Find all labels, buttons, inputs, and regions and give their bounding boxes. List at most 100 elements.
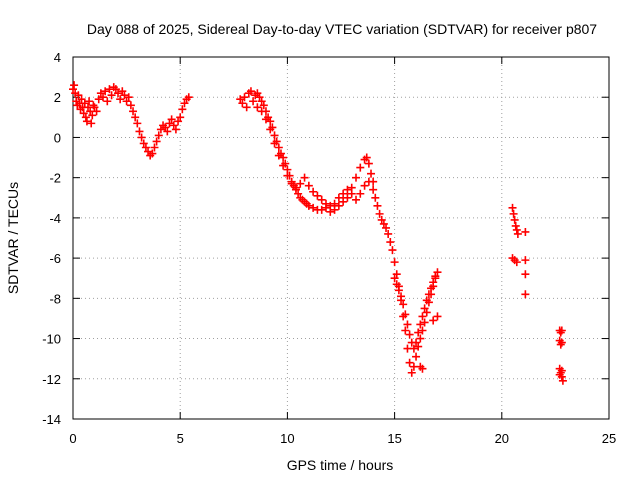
data-point [392, 280, 401, 289]
data-point [69, 85, 77, 94]
data-point [373, 201, 382, 210]
data-point [558, 376, 567, 385]
data-point [257, 97, 266, 106]
data-point [557, 338, 566, 347]
data-point [317, 195, 326, 204]
data-point [77, 95, 86, 104]
data-point [386, 238, 395, 247]
data-point [101, 87, 110, 96]
data-point [309, 187, 318, 196]
data-point [334, 193, 343, 202]
data-point [70, 81, 79, 90]
data-point [405, 330, 414, 339]
data-point [236, 95, 245, 104]
data-point [403, 320, 412, 329]
data-point [555, 370, 564, 379]
data-point [150, 143, 159, 152]
data-point [296, 179, 305, 188]
data-point [356, 189, 365, 198]
data-point [433, 268, 442, 277]
data-point [163, 127, 172, 136]
data-point [81, 113, 90, 122]
data-point [422, 308, 431, 317]
data-point [343, 185, 352, 194]
data-point [371, 193, 380, 202]
data-point [511, 221, 520, 230]
data-point [137, 133, 146, 142]
data-point [133, 119, 142, 128]
data-point [394, 286, 403, 295]
data-point [161, 123, 170, 132]
data-point [352, 195, 361, 204]
data-point [330, 199, 339, 208]
data-point [356, 163, 365, 172]
data-point [279, 153, 288, 162]
data-point [249, 97, 258, 106]
data-point [90, 103, 99, 112]
data-point [148, 149, 157, 158]
data-point [334, 201, 343, 210]
data-point [87, 119, 96, 128]
data-point [242, 103, 251, 112]
data-point [154, 131, 163, 140]
data-point [347, 189, 356, 198]
data-point [253, 103, 262, 112]
data-point [304, 201, 313, 210]
data-point [557, 366, 566, 375]
data-point [360, 181, 369, 190]
data-point [259, 101, 268, 110]
data-point [80, 99, 89, 108]
data-point [416, 320, 425, 329]
y-tick-label: 0 [54, 130, 61, 145]
data-point [266, 117, 275, 126]
data-point [126, 101, 135, 110]
data-point [304, 181, 313, 190]
data-point [512, 258, 521, 267]
data-point [116, 95, 125, 104]
data-point [321, 199, 330, 208]
data-point [510, 215, 519, 224]
data-point [85, 97, 94, 106]
data-point [167, 115, 176, 124]
data-point [429, 278, 438, 287]
data-point [184, 93, 193, 102]
data-point [339, 197, 348, 206]
data-point [508, 203, 517, 212]
data-point [240, 93, 249, 102]
x-tick-label: 25 [602, 431, 616, 446]
y-tick-label: -10 [42, 332, 61, 347]
data-point [124, 93, 133, 102]
data-point [120, 91, 129, 100]
data-point [399, 300, 408, 309]
data-point [388, 246, 397, 255]
data-point [92, 107, 101, 116]
data-point [429, 316, 438, 325]
data-point [512, 225, 521, 234]
data-point [352, 173, 361, 182]
data-point [433, 312, 442, 321]
data-point [283, 171, 292, 180]
data-point [339, 189, 348, 198]
data-point [279, 161, 288, 170]
data-point [178, 105, 187, 114]
y-tick-label: -8 [49, 291, 61, 306]
data-point [94, 95, 103, 104]
data-point [169, 121, 178, 130]
grid-lines [73, 57, 609, 419]
data-point [300, 173, 309, 182]
data-point [382, 223, 391, 232]
data-point [418, 312, 427, 321]
data-point [99, 93, 108, 102]
data-point [294, 189, 303, 198]
data-point [405, 358, 414, 367]
data-point [171, 125, 180, 134]
y-tick-label: -14 [42, 412, 61, 427]
data-point [82, 117, 91, 126]
x-tick-label: 15 [387, 431, 401, 446]
data-point [362, 153, 371, 162]
data-point [270, 131, 279, 140]
data-point [397, 292, 406, 301]
data-point [176, 113, 185, 122]
data-point [144, 147, 153, 156]
data-point [139, 139, 148, 148]
